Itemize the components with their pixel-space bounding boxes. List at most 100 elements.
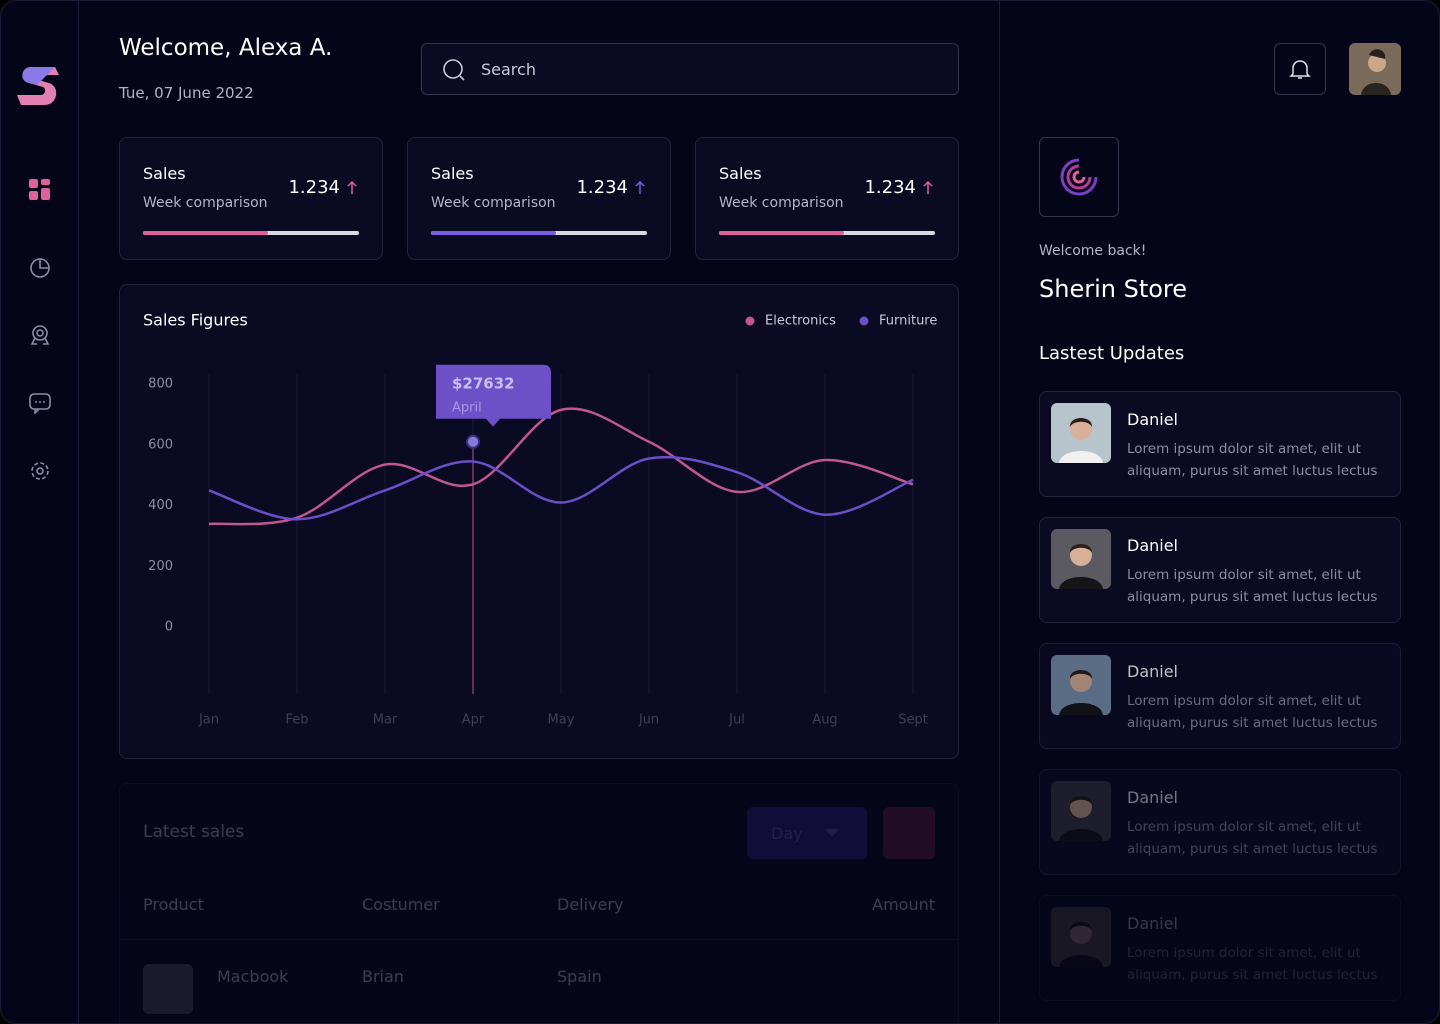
tooltip-box bbox=[436, 364, 551, 427]
filter-dropdown[interactable]: Day bbox=[747, 807, 867, 859]
trend-arrow bbox=[347, 181, 357, 194]
store-logo bbox=[1039, 137, 1119, 217]
avatar-body bbox=[1059, 451, 1103, 463]
x-tick-label: Mar bbox=[373, 713, 398, 728]
series-line bbox=[208, 455, 914, 521]
x-tick-label: Jan bbox=[198, 713, 219, 728]
tooltip-value: $27632 bbox=[452, 374, 515, 392]
updates-title: Lastest Updates bbox=[1039, 343, 1185, 364]
avatar-head bbox=[1070, 418, 1092, 440]
award-icon[interactable] bbox=[29, 324, 51, 346]
chart-icon[interactable] bbox=[29, 257, 51, 279]
caret bbox=[825, 829, 839, 837]
x-tick-label: Sept bbox=[898, 713, 928, 728]
legend-label: Electronics bbox=[765, 314, 836, 329]
update-card: Daniel Lorem ipsum dolor sit amet, elit u… bbox=[1039, 643, 1401, 749]
x-tick-label: Jun bbox=[638, 713, 659, 728]
avatar-body bbox=[1059, 577, 1103, 589]
highlight-point bbox=[466, 434, 480, 449]
update-name: Daniel bbox=[1127, 914, 1178, 933]
stat-value: 1.234 bbox=[576, 177, 628, 198]
chart-title: Sales Figures bbox=[143, 311, 248, 330]
trend-arrow bbox=[923, 181, 933, 194]
latest-sales-card: Latest sales Day Product Costumer Delivery… bbox=[119, 783, 959, 1023]
legend-label: Furniture bbox=[879, 314, 937, 329]
update-name: Daniel bbox=[1127, 410, 1178, 429]
update-name: Daniel bbox=[1127, 662, 1178, 681]
bell-icon bbox=[1289, 60, 1311, 79]
sidebar bbox=[1, 1, 79, 1023]
avatar-head bbox=[1070, 922, 1092, 944]
product-thumb bbox=[143, 964, 193, 1014]
update-name: Daniel bbox=[1127, 788, 1178, 807]
avatar-bg bbox=[1051, 781, 1111, 841]
progress-fill bbox=[431, 231, 557, 235]
y-tick-label: 800 bbox=[148, 377, 173, 392]
y-tick-label: 200 bbox=[148, 559, 173, 574]
progress-fill bbox=[143, 231, 269, 235]
divider bbox=[999, 1, 1000, 1023]
y-tick-label: 600 bbox=[148, 437, 173, 452]
welcome-title: Welcome, Alexa A. bbox=[119, 35, 333, 61]
settings-icon[interactable] bbox=[29, 460, 51, 482]
tooltip-label: April bbox=[452, 400, 482, 415]
user-avatar[interactable] bbox=[1349, 43, 1401, 95]
dashboard-icon[interactable] bbox=[29, 179, 51, 201]
x-tick-label: Feb bbox=[285, 713, 308, 728]
stat-value: 1.234 bbox=[288, 177, 340, 198]
x-tick-label: May bbox=[548, 713, 575, 728]
column-header: Product bbox=[143, 895, 204, 914]
stat-subtitle: Week comparison bbox=[431, 195, 556, 211]
x-tick-label: Jul bbox=[728, 713, 745, 728]
table-cell: Spain bbox=[557, 967, 602, 986]
progress-track bbox=[143, 231, 359, 235]
avatar-body bbox=[1059, 829, 1103, 841]
stat-subtitle: Week comparison bbox=[719, 195, 844, 211]
logo bbox=[17, 67, 59, 105]
x-tick-label: Apr bbox=[462, 713, 485, 728]
stat-value: 1.234 bbox=[864, 177, 916, 198]
table-cell: Brian bbox=[362, 967, 404, 986]
avatar-hair bbox=[1069, 796, 1093, 805]
calendar-button[interactable] bbox=[883, 807, 935, 859]
date: Tue, 07 June 2022 bbox=[119, 84, 254, 102]
stat-card: Sales Week comparison 1.234 bbox=[695, 137, 959, 260]
trend-arrow bbox=[635, 181, 645, 194]
x-tick-label: Aug bbox=[812, 713, 837, 728]
update-avatar bbox=[1051, 907, 1111, 967]
update-avatar bbox=[1051, 655, 1111, 715]
progress-fill bbox=[719, 231, 845, 235]
update-card: Daniel Lorem ipsum dolor sit amet, elit u… bbox=[1039, 769, 1401, 875]
update-card: Daniel Lorem ipsum dolor sit amet, elit u… bbox=[1039, 895, 1401, 1001]
update-text: Lorem ipsum dolor sit amet, elit ut aliq… bbox=[1127, 693, 1378, 731]
avatar-hair bbox=[1069, 418, 1093, 427]
avatar-hair bbox=[1069, 670, 1093, 679]
filter-label: Day bbox=[771, 824, 803, 843]
update-text: Lorem ipsum dolor sit amet, elit ut aliq… bbox=[1127, 567, 1378, 605]
store-name: Sherin Store bbox=[1039, 275, 1188, 303]
avatar-head bbox=[1070, 544, 1092, 566]
search-box[interactable]: Search bbox=[421, 43, 959, 95]
notifications-button[interactable] bbox=[1274, 43, 1326, 95]
update-text: Lorem ipsum dolor sit amet, elit ut aliq… bbox=[1127, 945, 1378, 983]
stat-card: Sales Week comparison 1.234 bbox=[119, 137, 383, 260]
stat-subtitle: Week comparison bbox=[143, 195, 268, 211]
progress-track bbox=[719, 231, 935, 235]
y-tick-label: 400 bbox=[148, 498, 173, 513]
avatar-hair bbox=[1069, 544, 1093, 553]
update-text: Lorem ipsum dolor sit amet, elit ut aliq… bbox=[1127, 819, 1378, 857]
messages-icon[interactable] bbox=[29, 392, 51, 414]
y-tick-label: 0 bbox=[165, 620, 173, 635]
column-header: Costumer bbox=[362, 895, 440, 914]
arrow-shape bbox=[347, 181, 357, 194]
stat-title: Sales bbox=[431, 164, 474, 183]
update-card: Daniel Lorem ipsum dolor sit amet, elit u… bbox=[1039, 391, 1401, 497]
update-avatar bbox=[1051, 529, 1111, 589]
avatar-head bbox=[1070, 670, 1092, 692]
store-logo-icon bbox=[1060, 158, 1098, 196]
chart-card: Sales Figures Jan Feb Mar Apr May Jun Jul Aug Se… bbox=[119, 284, 959, 759]
column-header: Delivery bbox=[557, 895, 624, 914]
latest-sales-title: Latest sales bbox=[143, 822, 245, 842]
chart: Sales Figures Jan Feb Mar Apr May Jun Jul Aug Se… bbox=[143, 311, 937, 728]
